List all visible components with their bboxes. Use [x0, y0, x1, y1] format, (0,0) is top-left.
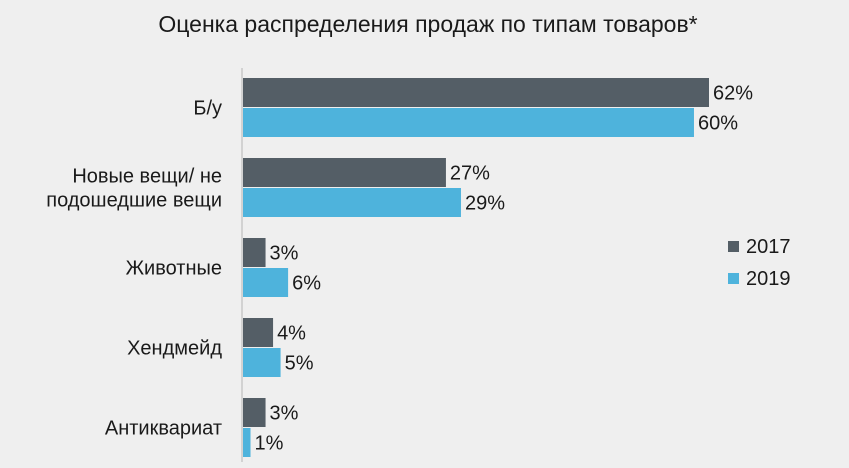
bar-2017-1 — [243, 158, 446, 187]
data-label-2019-3: 5% — [285, 353, 314, 375]
category-label-line: Хендмейд — [127, 338, 222, 360]
bar-2019-2 — [243, 268, 289, 297]
category-label-line: Животные — [126, 258, 222, 280]
category-label-line: Б/у — [193, 98, 222, 120]
bar-2019-1 — [243, 188, 461, 217]
legend-swatch-2017 — [728, 241, 739, 252]
data-label-2019-0: 60% — [698, 113, 738, 135]
legend-label-2019: 2019 — [746, 268, 791, 290]
category-label-4: Антиквариат — [105, 418, 222, 440]
legend-label-2017: 2017 — [746, 236, 791, 258]
category-label-3: Хендмейд — [127, 338, 222, 360]
data-label-2017-0: 62% — [713, 83, 753, 105]
category-label-line: подошедшие вещи — [46, 190, 222, 212]
legend: 2017 2019 — [728, 236, 791, 290]
chart-title: Оценка распределения продаж по типам тов… — [158, 11, 697, 37]
data-label-2017-2: 3% — [270, 243, 299, 265]
category-label-1: Новые вещи/ не подошедшие вещи — [46, 166, 222, 212]
data-label-2017-4: 3% — [270, 403, 299, 425]
category-label-line: Новые вещи/ не — [72, 166, 222, 188]
category-label-0: Б/у — [193, 98, 222, 120]
bar-2019-4 — [243, 428, 251, 457]
category-label-2: Животные — [126, 258, 222, 280]
bar-2019-0 — [243, 108, 694, 137]
bars-layer: 62% 60% 27% 29% 3% 6% 4% 5% 3% 1% — [243, 78, 753, 457]
data-label-2017-1: 27% — [450, 163, 490, 185]
bar-2017-2 — [243, 238, 266, 267]
data-label-2017-3: 4% — [277, 323, 306, 345]
bar-2019-3 — [243, 348, 281, 377]
bar-2017-4 — [243, 398, 266, 427]
data-label-2019-2: 6% — [292, 273, 321, 295]
legend-swatch-2019 — [728, 273, 739, 284]
category-labels: Б/у Новые вещи/ не подошедшие вещи Животные… — [46, 98, 222, 440]
bar-2017-0 — [243, 78, 709, 107]
category-label-line: Антиквариат — [105, 418, 222, 440]
data-label-2019-4: 1% — [255, 433, 284, 455]
data-label-2019-1: 29% — [465, 193, 505, 215]
bar-2017-3 — [243, 318, 274, 347]
